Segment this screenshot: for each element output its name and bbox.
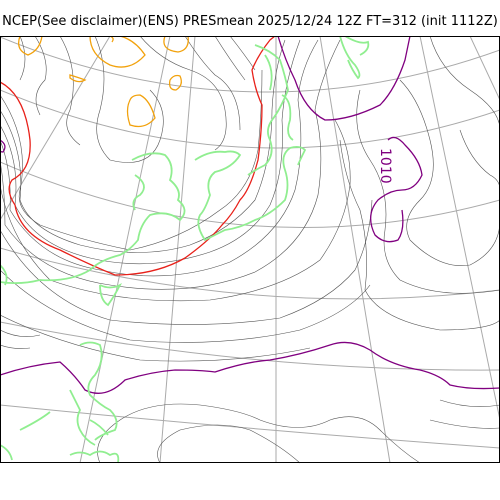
meridian-line	[469, 36, 500, 101]
pressure-map: 1010	[0, 36, 500, 464]
graticule	[0, 36, 500, 464]
latitude-line	[0, 247, 500, 300]
isobar-purple	[277, 36, 411, 121]
isobars-orange	[17, 36, 189, 128]
isobar-red	[0, 36, 276, 276]
map-title: NCEP(See disclaimer)(ENS) PRESmean 2025/…	[2, 14, 498, 29]
isobars	[0, 36, 500, 464]
isobar-purple	[0, 341, 500, 394]
latitude-line	[0, 89, 500, 149]
map-area: 1010	[0, 36, 500, 464]
meridian-line	[79, 36, 171, 464]
latitude-line	[0, 161, 500, 229]
latitude-line	[0, 404, 500, 449]
meridian-line	[419, 36, 500, 421]
coastlines	[0, 36, 370, 464]
meridian-line	[159, 36, 196, 464]
meridian-line	[319, 36, 391, 464]
latitude-line	[0, 36, 500, 93]
latitude-line	[0, 321, 500, 371]
isobar-purple	[370, 136, 423, 243]
meridian-line	[0, 36, 111, 221]
contour-label-1010: 1010	[377, 148, 393, 184]
